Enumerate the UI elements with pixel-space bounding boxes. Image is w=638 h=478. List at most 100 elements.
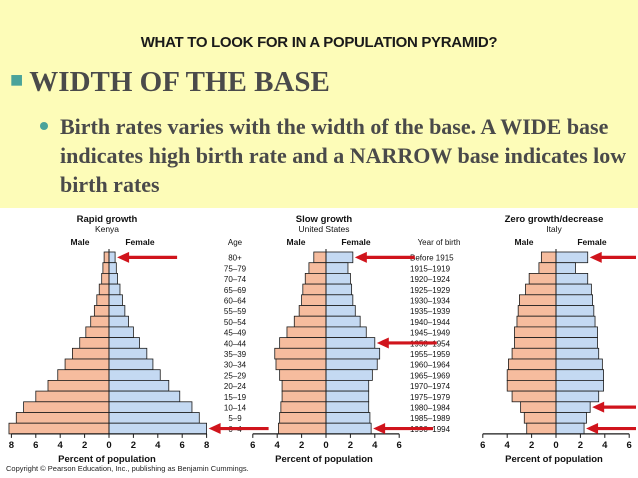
red-arrow-italy-head [592,401,605,413]
female-bar-italy [555,401,591,413]
x-tick-label-us: 2 [348,440,353,451]
female-bar-kenya [108,369,161,381]
row-label-us: 1980–1984 [410,404,451,413]
female-bar-italy [555,273,589,285]
red-arrow-us-head [373,423,386,435]
female-bar-us [325,390,370,403]
x-tick-label-kenya: 6 [33,440,38,451]
female-bar-kenya [108,315,129,328]
male-bar-kenya [23,401,110,413]
female-bar-italy [555,294,593,306]
population-pyramids-figure: Age Year of birth Rapid growth Kenya Male Fem… [0,208,638,478]
row-label-kenya: 5–9 [228,414,242,423]
red-arrow-kenya-head [117,251,130,263]
male-bar-kenya [96,294,110,306]
male-bar-italy [528,273,557,285]
x-axis-label-us: Percent of population [275,454,373,465]
female-header-kenya: Female [125,237,155,247]
female-header-italy: Female [577,237,607,247]
male-bar-kenya [85,326,110,339]
male-bar-us [298,305,327,317]
male-bar-kenya [98,283,110,296]
male-bar-kenya [93,305,110,317]
female-bar-italy [555,390,600,403]
female-bar-us [325,358,378,371]
female-bar-italy [555,251,589,264]
male-bar-kenya [57,369,110,381]
square-bullet-icon: ■ [10,67,24,92]
female-bar-kenya [108,390,181,403]
male-header-us: Male [287,237,306,247]
row-label-us: 1945–1949 [410,329,451,338]
row-label-us: 1935–1939 [410,307,451,316]
age-column-header: Age [228,238,243,247]
red-arrow-us-head [376,337,389,349]
female-bar-kenya [108,401,193,413]
male-bar-italy [519,294,557,306]
x-tick-label-kenya: 2 [131,440,136,451]
row-label-kenya: 65–69 [224,286,247,295]
x-tick-label-italy: 4 [505,440,511,451]
male-bar-us [304,273,327,285]
row-label-us: 1985–1989 [410,414,451,423]
male-bar-kenya [64,358,110,371]
row-label-us: 1965–1969 [410,371,451,380]
red-arrow-us-head [354,251,367,263]
female-bar-us [325,262,349,274]
row-label-us: 1975–1979 [410,393,451,402]
x-tick-label-us: 0 [323,440,328,451]
red-arrow-italy [586,423,636,435]
pyramid-subtitle-kenya: Kenya [95,224,119,234]
row-label-kenya: 25–29 [224,371,247,380]
x-tick-label-kenya: 6 [180,440,185,451]
row-label-kenya: 45–49 [224,329,247,338]
x-tick-label-italy: 0 [553,440,558,451]
row-label-us: 1955–1959 [410,350,451,359]
male-bar-us [279,412,327,424]
female-bar-us [325,251,354,264]
row-label-us: 1970–1974 [410,382,451,391]
x-axis-label-kenya: Percent of population [58,454,156,465]
red-arrow-italy-head [586,423,599,435]
pyramid-title-kenya: Rapid growth [77,214,138,225]
x-tick-label-italy: 6 [627,440,632,451]
row-label-kenya: 80+ [228,254,242,263]
red-arrow-kenya-head [208,423,221,435]
x-tick-label-kenya: 0 [106,440,111,451]
x-tick-label-kenya: 4 [58,440,64,451]
male-bar-us [280,401,327,413]
female-bar-kenya [108,358,154,371]
male-bar-us [293,315,327,328]
female-bar-us [325,273,351,285]
male-bar-italy [517,305,557,317]
male-bar-us [302,283,327,296]
female-bar-kenya [108,251,116,264]
female-bar-italy [555,283,592,296]
female-bar-us [325,305,356,317]
male-bar-us [281,379,327,392]
female-bar-italy [555,379,604,392]
female-bar-italy [555,326,598,339]
male-bar-italy [525,283,557,296]
heading-text: WIDTH OF THE BASE [29,66,330,98]
male-bar-kenya [72,347,110,360]
year-of-birth-column-header: Year of birth [418,238,461,247]
female-bar-italy [555,412,587,424]
x-tick-label-us: 4 [372,440,378,451]
row-label-us: 1940–1944 [410,318,451,327]
red-arrow-kenya [208,423,269,435]
male-bar-kenya [101,273,110,285]
female-bar-italy [555,337,598,349]
female-bar-us [325,401,370,413]
male-bar-italy [508,358,557,371]
red-arrow-us [376,337,437,349]
female-bar-us [325,283,353,296]
male-bar-us [313,251,327,264]
female-bar-italy [555,305,595,317]
male-bar-us [275,358,327,371]
copyright-credit: Copyright © Pearson Education, Inc., pub… [6,464,249,473]
x-tick-label-kenya: 8 [204,440,209,451]
red-arrow-kenya [117,251,178,263]
female-bar-italy [555,422,585,435]
